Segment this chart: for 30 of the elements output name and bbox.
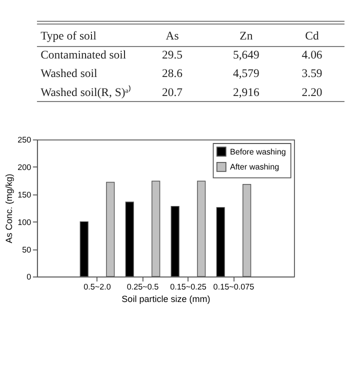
x-tick-label: 0.15~0.075: [213, 282, 255, 292]
legend-label: Before washing: [230, 147, 286, 156]
x-tick-label: 0.15~0.25: [170, 282, 207, 292]
text: Zn: [240, 29, 253, 42]
text: As: [166, 29, 180, 42]
text: Washed soil(R, S)ᵃ⁾: [40, 85, 132, 100]
text: 3.59: [302, 67, 322, 80]
y-tick-label: 250: [18, 136, 32, 145]
y-tick-label: 100: [18, 218, 32, 227]
text: Cd: [305, 29, 319, 42]
text: 29.5: [162, 48, 183, 62]
y-axis-title: As Conc. (mg/kg): [4, 174, 14, 244]
text: Washed soil: [40, 67, 98, 80]
legend-label: After washing: [230, 162, 280, 172]
text: 28.6: [162, 67, 183, 80]
x-tick-label: 0.5~2.0: [84, 282, 112, 292]
text: 4.06: [302, 48, 322, 62]
text: 20.7: [162, 86, 183, 100]
text: Type of soil: [40, 29, 98, 42]
y-tick-label: 50: [22, 245, 32, 254]
text: 5,649: [233, 48, 260, 62]
text: 2.20: [302, 86, 322, 100]
x-axis-title: Soil particle size (mm): [122, 294, 210, 304]
y-tick-label: 200: [18, 163, 32, 172]
text: 4,579: [233, 67, 260, 80]
y-tick-label: 150: [18, 190, 32, 200]
text: Contaminated soil: [40, 48, 127, 62]
y-tick-label: 0: [26, 272, 32, 282]
x-tick-label: 0.25~0.5: [126, 282, 160, 292]
text: 2,916: [233, 86, 260, 100]
